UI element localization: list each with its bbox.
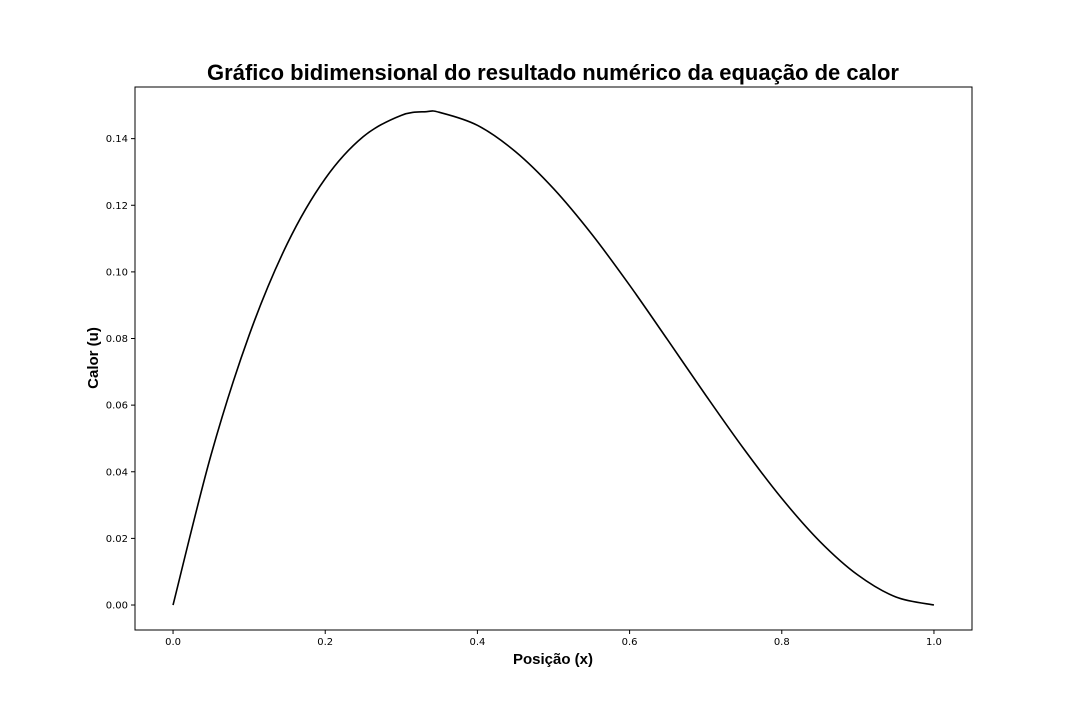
y-axis-label: Calor (u)	[85, 327, 102, 389]
y-tick-label: 0.02	[106, 534, 128, 545]
series-layer	[172, 110, 935, 606]
x-tick-label: 0.8	[774, 637, 790, 648]
y-tick-label: 0.04	[106, 467, 128, 478]
y-tick-label: 0.10	[106, 267, 128, 278]
series-line	[172, 110, 935, 606]
x-tick-label: 0.2	[317, 637, 333, 648]
y-tick-label: 0.12	[106, 201, 128, 212]
x-tick-label: 0.6	[622, 637, 638, 648]
x-tick-label: 0.4	[469, 637, 485, 648]
y-tick-label: 0.00	[106, 601, 128, 612]
y-tick-label: 0.08	[106, 334, 128, 345]
x-axis-label: Posição (x)	[513, 651, 593, 668]
y-tick-label: 0.06	[106, 401, 128, 412]
x-tick-label: 0.0	[165, 637, 181, 648]
plot-area-frame	[134, 86, 973, 631]
chart-title: Gráfico bidimensional do resultado numér…	[207, 60, 899, 85]
y-tick-label: 0.14	[106, 134, 128, 145]
tick-layer: 0.0 0.2 0.4 0.6 0.8 1.0 0.00 0.02 0.04 0.06 0.08 0.…	[106, 134, 942, 648]
x-tick-label: 1.0	[926, 637, 942, 648]
